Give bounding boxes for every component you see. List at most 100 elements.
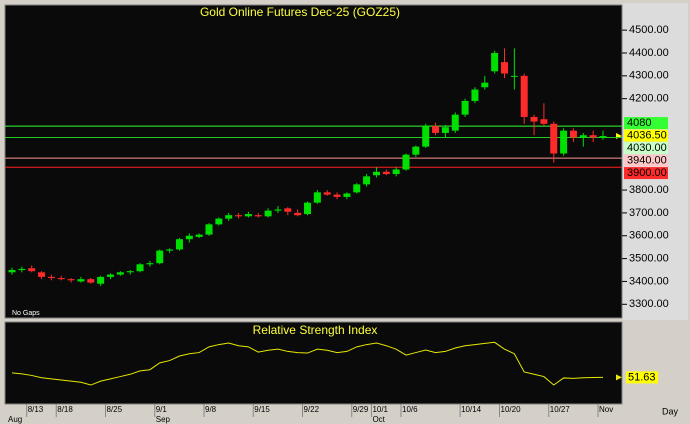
note: No Gaps [12, 310, 40, 317]
candle-body [333, 194, 341, 197]
candle-body [57, 278, 65, 280]
candle-body [353, 184, 361, 193]
candle-body [107, 274, 114, 277]
rsi-value-label: 51.63 [628, 371, 656, 383]
candle-body [461, 100, 469, 115]
candle-body [205, 224, 213, 235]
candle-body [294, 212, 302, 216]
y-tick-label: 4500.00 [629, 24, 669, 36]
chart-title: Gold Online Futures Dec-25 (GOZ25) [200, 5, 400, 19]
candle-body [97, 276, 105, 284]
candle-body [530, 116, 538, 122]
candle-body [166, 249, 174, 251]
x-tick-label: 8/25 [107, 405, 123, 414]
candle-body [422, 126, 430, 147]
candle-body [471, 89, 479, 101]
month-label: Sep [156, 415, 171, 424]
candle-body [402, 154, 410, 170]
month-label: Aug [8, 415, 22, 424]
candle-body [225, 215, 233, 219]
y-tick-label: 3400.00 [629, 275, 669, 287]
level-label: 4080 [627, 117, 651, 129]
level-label-bg [624, 142, 668, 155]
x-tick-label: 10/20 [501, 405, 522, 414]
candle-body [126, 271, 134, 273]
candle-body [491, 52, 499, 72]
candle-body [520, 75, 528, 117]
candle-body [323, 192, 331, 195]
y-tick-label: 4300.00 [629, 70, 669, 82]
candle-body [481, 82, 489, 88]
candle-body [501, 62, 508, 74]
x-tick-label: 8/18 [57, 405, 73, 414]
level-label: 4036.50 [627, 129, 667, 141]
candle-body [579, 135, 587, 138]
candle-body [116, 272, 124, 275]
x-tick-label: Nov [599, 405, 613, 414]
y-tick-label: 3500.00 [629, 253, 669, 265]
y-tick-label: 4400.00 [629, 47, 669, 59]
candle-body [244, 214, 252, 217]
price-panel [4, 4, 623, 319]
rsi-marker [616, 374, 622, 381]
candle-body [38, 272, 46, 277]
candle-body [136, 264, 144, 272]
x-tick-label: 9/8 [205, 405, 217, 414]
candle-body [67, 279, 75, 281]
candle-body [550, 123, 558, 154]
candle-body [28, 268, 36, 272]
candle-body [284, 208, 292, 212]
level-label-bg [624, 117, 668, 130]
candle-body [264, 210, 272, 217]
candle-body [18, 268, 26, 271]
y-tick-label: 3300.00 [629, 298, 669, 310]
rsi-title: Relative Strength Index [253, 323, 378, 337]
candle-body [432, 126, 440, 133]
candle-body [274, 209, 282, 211]
candle-body [451, 114, 459, 131]
candle-body [156, 250, 164, 264]
x-tick-label: 9/15 [254, 405, 270, 414]
x-tick-label: 10/14 [461, 405, 482, 414]
candle-body [313, 192, 321, 203]
level-label-bg [624, 129, 668, 142]
candle-body [510, 75, 518, 77]
candle-body [363, 176, 371, 185]
x-tick-label: 9/29 [353, 405, 369, 414]
y-tick-label: 3700.00 [629, 207, 669, 219]
level-label: 4030.00 [627, 142, 667, 154]
candle-body [372, 171, 380, 176]
candle-body [47, 276, 55, 279]
candle-body [77, 279, 85, 282]
candle-body [540, 119, 548, 124]
candle-body [215, 218, 223, 225]
candle-body [343, 193, 351, 197]
x-tick-label: 10/1 [372, 405, 388, 414]
level-label: 3940.00 [627, 154, 667, 166]
candle-body [599, 136, 607, 138]
candle-body [560, 130, 568, 154]
candle-body [589, 135, 597, 138]
candle-body [87, 279, 95, 283]
rsi-label-bg [626, 371, 658, 384]
y-tick-label: 3800.00 [629, 184, 669, 196]
rsi-line [11, 341, 604, 386]
level-label-bg [624, 167, 668, 180]
candle-body [146, 263, 154, 265]
y-tick-label: 3600.00 [629, 230, 669, 242]
candle-body [392, 169, 400, 175]
candle-body [412, 146, 420, 155]
y-tick-label: 4200.00 [629, 93, 669, 105]
candle-body [441, 127, 449, 133]
candle-body [8, 270, 16, 273]
x-axis-label: Day [662, 406, 679, 416]
candle-body [175, 239, 183, 250]
x-tick-label: 10/6 [402, 405, 418, 414]
candle-body [195, 234, 203, 237]
x-tick-label: 10/27 [550, 405, 571, 414]
level-label-bg [624, 154, 668, 167]
candle-body [569, 130, 577, 138]
candle-body [185, 235, 193, 240]
